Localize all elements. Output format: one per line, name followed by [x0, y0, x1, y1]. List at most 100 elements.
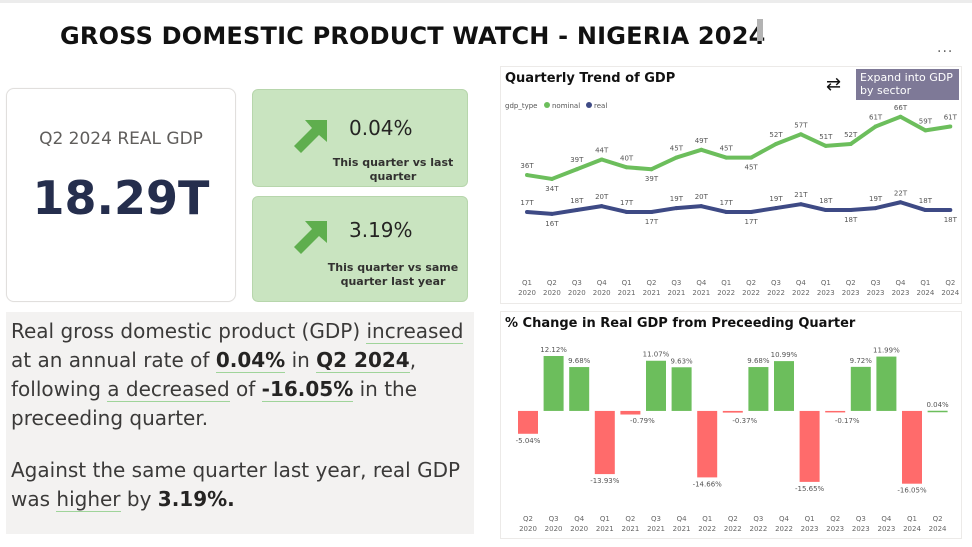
bar	[902, 410, 922, 484]
data-point-nominal	[749, 155, 754, 160]
x-tick-year: 2022	[775, 525, 793, 533]
data-label-real: 18T	[570, 197, 584, 205]
more-options-icon[interactable]: ...	[937, 40, 954, 56]
narrative-text: Real gross domestic product (GDP)	[11, 319, 367, 343]
data-label: 9.68%	[568, 357, 591, 365]
expand-gdp-by-sector-button[interactable]: Expand into GDP by sector	[856, 69, 959, 100]
kpi-real-gdp-card: Q2 2024 REAL GDP 18.29T	[6, 88, 236, 302]
x-tick-quarter: Q3	[856, 515, 866, 523]
x-tick-year: 2022	[717, 289, 735, 297]
legend-label-nominal: nominal	[552, 102, 580, 110]
data-label: 12.12%	[540, 346, 567, 354]
x-tick-quarter: Q1	[522, 279, 532, 287]
x-tick-quarter: Q2	[625, 515, 635, 523]
x-tick-quarter: Q2	[728, 515, 738, 523]
data-point-real	[724, 209, 729, 214]
data-label: -13.93%	[590, 477, 620, 485]
legend-title: gdp_type	[505, 102, 537, 110]
narrative-text: of	[229, 377, 262, 401]
x-tick-year: 2023	[852, 525, 870, 533]
x-tick-quarter: Q3	[572, 279, 582, 287]
narrative-text: Against the same quarter last year, real…	[11, 458, 461, 511]
bar	[543, 355, 564, 411]
narrative-panel: Real gross domestic product (GDP) increa…	[6, 312, 474, 534]
kpi-qoq-subtitle: This quarter vs last quarter	[332, 156, 454, 183]
data-point-nominal	[599, 157, 604, 162]
x-tick-year: 2021	[596, 525, 614, 533]
data-label-real: 18T	[944, 216, 958, 224]
x-tick-quarter: Q3	[671, 279, 681, 287]
data-label-nominal: 45T	[670, 145, 684, 153]
bar	[799, 410, 820, 482]
data-point-real	[923, 208, 928, 213]
x-tick-year: 2022	[724, 525, 742, 533]
data-point-real	[873, 206, 878, 211]
x-tick-quarter: Q1	[920, 279, 930, 287]
data-point-nominal	[574, 167, 579, 172]
x-tick-quarter: Q4	[896, 279, 907, 287]
bar	[774, 361, 794, 411]
trend-chart-title: Quarterly Trend of GDP	[505, 71, 676, 86]
kpi-qoq-value: 0.04%	[349, 116, 413, 140]
data-label-real: 17T	[645, 218, 659, 226]
legend-label-real: real	[594, 102, 607, 110]
data-point-nominal	[774, 141, 778, 146]
bar	[569, 367, 590, 411]
x-tick-quarter: Q2	[547, 279, 557, 287]
bar	[646, 360, 666, 411]
x-tick-year: 2021	[643, 289, 661, 297]
narrative-text: in	[285, 348, 317, 372]
x-tick-quarter: Q2	[746, 279, 756, 287]
trend-chart-panel: Quarterly Trend of GDP gdp_type nominal re…	[500, 66, 962, 304]
bar	[697, 410, 718, 478]
data-point-nominal	[898, 114, 903, 119]
x-tick-quarter: Q4	[881, 515, 892, 523]
data-point-real	[699, 204, 704, 209]
narrative-text: by	[120, 487, 158, 511]
narrative-paragraph-1: Real gross domestic product (GDP) increa…	[11, 317, 471, 433]
data-label-nominal: 44T	[595, 147, 609, 155]
x-tick-quarter: Q4	[574, 515, 585, 523]
up-right-arrow-icon	[294, 120, 327, 153]
x-tick-quarter: Q1	[821, 279, 831, 287]
x-tick-quarter: Q3	[871, 279, 881, 287]
x-tick-quarter: Q1	[622, 279, 632, 287]
x-tick-quarter: Q4	[696, 279, 707, 287]
x-tick-quarter: Q2	[830, 515, 840, 523]
x-tick-year: 2023	[892, 289, 910, 297]
refresh-icon[interactable]: ⇄	[826, 74, 842, 95]
data-label-real: 17T	[520, 199, 534, 207]
data-point-real	[674, 206, 679, 211]
kpi-yoy-subtitle: This quarter vs same quarter last year	[327, 261, 459, 288]
data-point-real	[798, 202, 803, 207]
x-tick-year: 2022	[742, 289, 760, 297]
data-label-real: 19T	[869, 195, 883, 203]
change-chart: -5.04%12.12%9.68%-13.93%-0.79%11.07%9.63…	[516, 346, 949, 533]
data-label: -16.05%	[897, 487, 927, 495]
bar	[825, 410, 846, 413]
data-point-nominal	[923, 128, 928, 133]
scroll-handle[interactable]	[757, 19, 763, 41]
x-tick-year: 2021	[667, 289, 685, 297]
narrative-keyword: increased	[366, 319, 464, 344]
data-label: 11.99%	[873, 347, 900, 355]
x-tick-quarter: Q2	[647, 279, 657, 287]
bar	[722, 410, 743, 413]
data-label: 10.99%	[771, 351, 798, 359]
x-tick-year: 2021	[647, 525, 665, 533]
data-point-real	[624, 209, 629, 214]
x-tick-year: 2021	[618, 289, 636, 297]
x-tick-year: 2024	[916, 289, 934, 297]
data-label-nominal: 39T	[645, 175, 659, 183]
x-tick-year: 2022	[698, 525, 716, 533]
data-label-nominal: 36T	[520, 162, 534, 170]
data-point-real	[948, 208, 953, 213]
narrative-keyword: higher	[56, 487, 121, 512]
bar	[748, 367, 769, 411]
data-point-nominal	[699, 147, 704, 152]
x-tick-quarter: Q4	[796, 279, 807, 287]
data-point-real	[549, 211, 554, 216]
kpi-real-gdp-label: Q2 2024 REAL GDP	[39, 129, 203, 149]
data-point-real	[599, 204, 604, 209]
x-tick-year: 2020	[543, 289, 561, 297]
